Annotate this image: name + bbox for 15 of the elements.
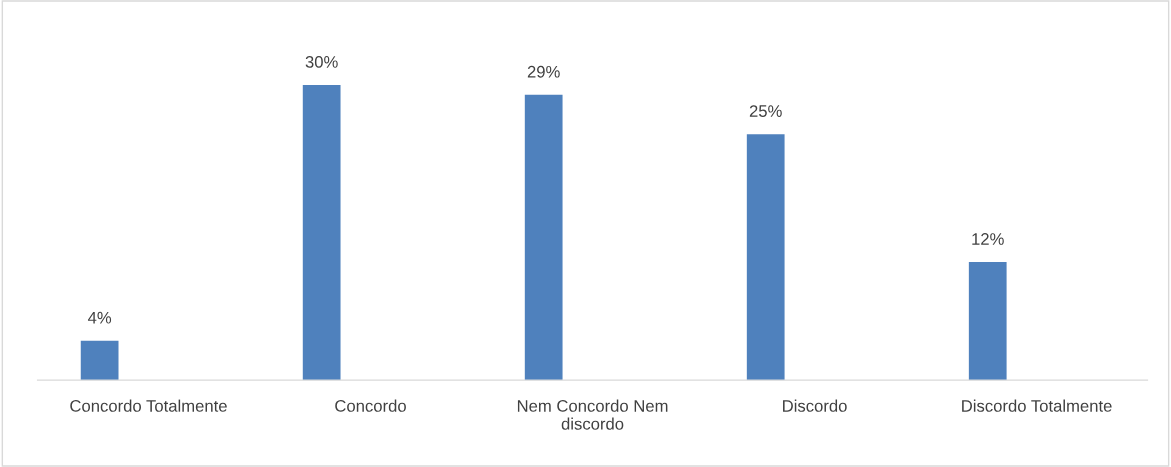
bar	[302, 84, 341, 381]
bar	[80, 340, 119, 381]
x-tick-label: Nem Concordo Nem discordo	[517, 399, 668, 430]
x-tick-label: Concordo	[335, 399, 406, 412]
bar	[968, 262, 1007, 381]
bar	[524, 94, 563, 381]
data-label: 12%	[972, 233, 1004, 245]
bar	[746, 134, 785, 381]
data-label: 25%	[749, 105, 782, 117]
data-label: 30%	[305, 56, 338, 68]
x-tick-label: Discordo Totalmente	[962, 399, 1112, 412]
data-label: 4%	[87, 311, 112, 324]
x-tick-label: Concordo Totalmente	[70, 399, 227, 412]
x-tick-label: Discordo	[783, 399, 847, 412]
data-label: 29%	[527, 65, 560, 78]
